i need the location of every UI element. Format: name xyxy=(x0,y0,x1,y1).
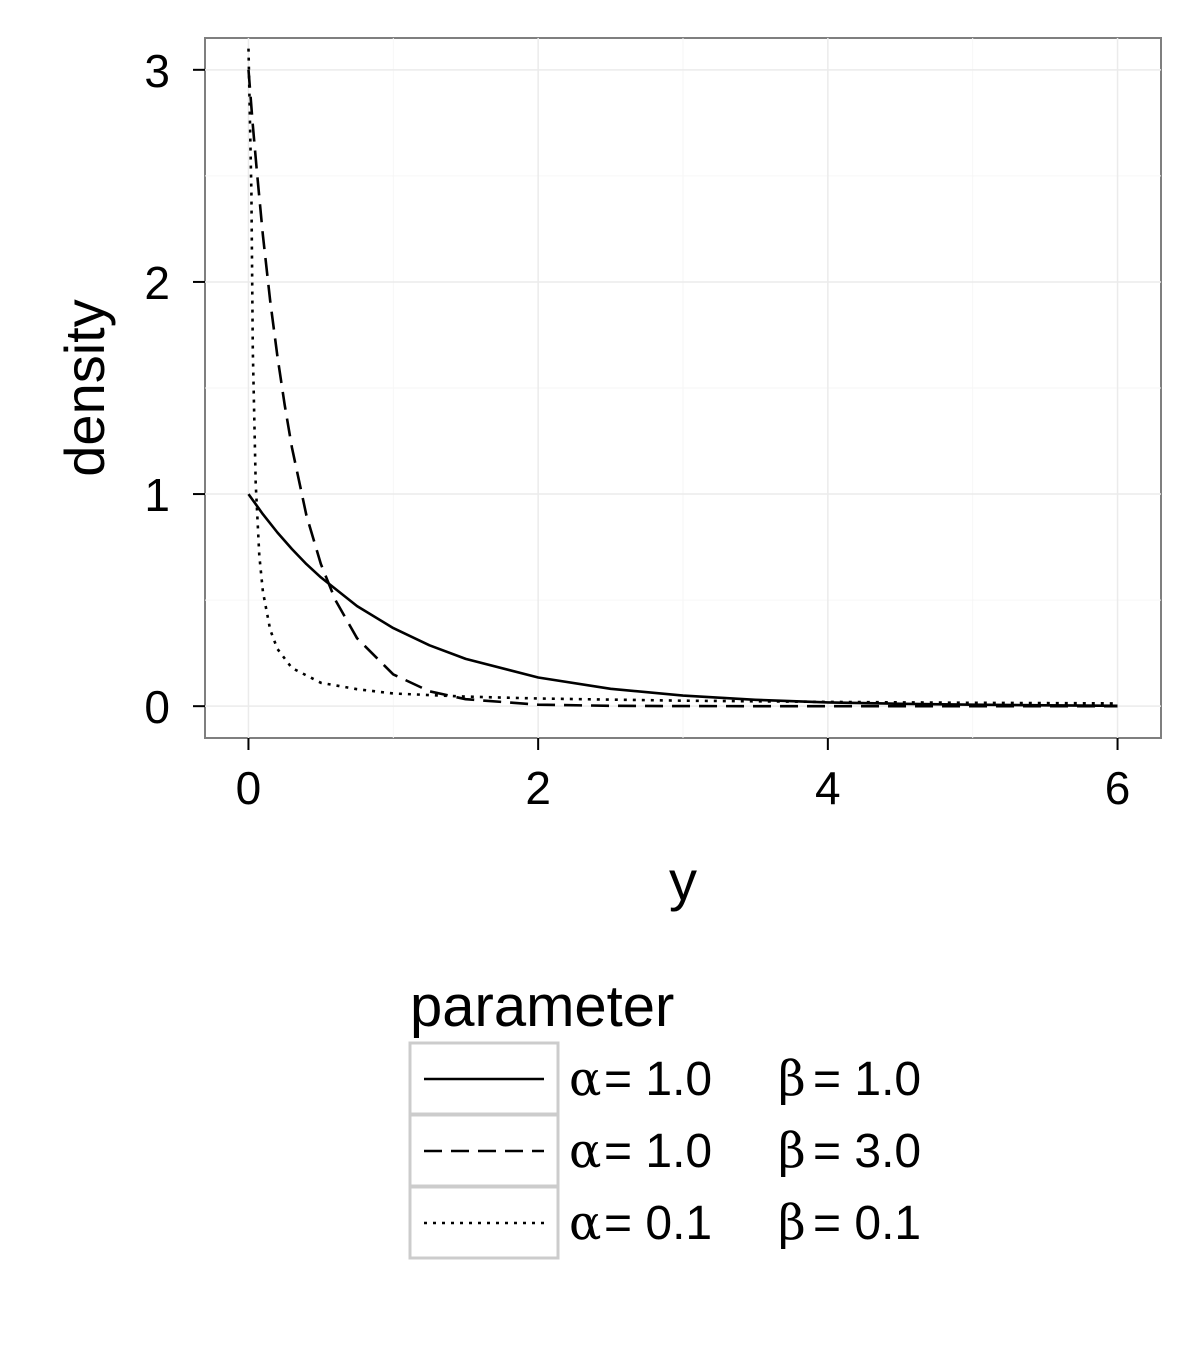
y-tick-label: 3 xyxy=(144,45,170,97)
legend-entry: α = 0.1 β = 0.1 xyxy=(408,1185,921,1260)
legend-title: parameter xyxy=(410,974,674,1039)
legend-beta-value: = 1.0 xyxy=(813,1053,921,1106)
x-axis-label: y xyxy=(669,849,697,912)
legend-beta-value: = 0.1 xyxy=(813,1197,921,1250)
x-tick-label: 0 xyxy=(236,762,262,814)
legend-alpha-value: = 1.0 xyxy=(604,1125,712,1178)
legend-alpha-symbol: α xyxy=(569,1123,601,1179)
x-tick-label: 2 xyxy=(525,762,551,814)
series-line-dotted xyxy=(247,48,1118,705)
legend-alpha-value: = 1.0 xyxy=(604,1053,712,1106)
legend-alpha-symbol: α xyxy=(569,1051,601,1107)
legend-beta-symbol: β xyxy=(778,1051,806,1107)
legend-beta-symbol: β xyxy=(778,1195,806,1251)
y-axis-label: density xyxy=(53,299,116,476)
legend-alpha-value: = 0.1 xyxy=(604,1197,712,1250)
y-tick-label: 2 xyxy=(144,257,170,309)
series-layer xyxy=(247,48,1118,708)
legend-key-box xyxy=(408,1185,560,1260)
x-tick-label: 6 xyxy=(1105,762,1131,814)
x-tick-label: 4 xyxy=(815,762,841,814)
legend-entries: α = 1.0 β = 1.0α = 1.0 β = 3.0α = 0.1 β = 0.1 xyxy=(408,1041,921,1260)
y-tick-label: 1 xyxy=(144,469,170,521)
y-tick-label: 0 xyxy=(144,681,170,733)
minor-grid xyxy=(205,38,1161,738)
y-axis-ticks: 0 1 2 3 xyxy=(144,45,205,733)
legend-entry: α = 1.0 β = 1.0 xyxy=(408,1041,921,1116)
legend: parameter α = 1.0 β = 1.0α = 1.0 β = 3.0α = 0.1… xyxy=(408,974,921,1260)
legend-beta-value: = 3.0 xyxy=(813,1125,921,1178)
legend-alpha-symbol: α xyxy=(569,1195,601,1251)
series-line-solid xyxy=(247,493,1118,708)
x-axis-ticks: 0 2 4 6 xyxy=(236,738,1131,814)
legend-beta-symbol: β xyxy=(778,1123,806,1179)
legend-entry: α = 1.0 β = 3.0 xyxy=(408,1113,921,1188)
series-line-dashed xyxy=(247,69,1118,708)
